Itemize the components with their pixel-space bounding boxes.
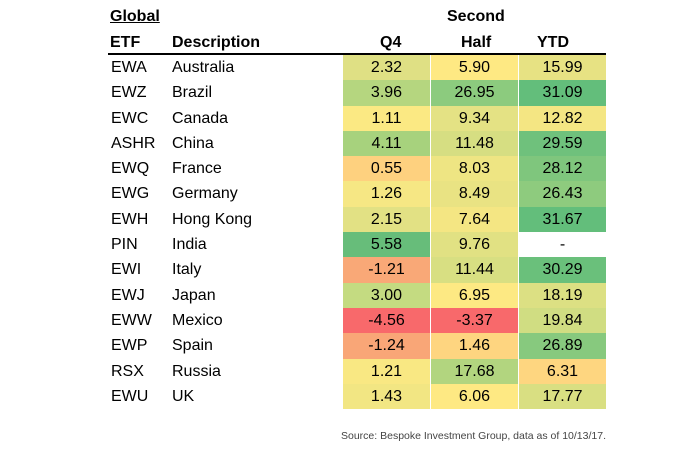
etf-description: Japan [172,286,216,304]
etf-description: UK [172,387,195,405]
ytd-return-cell: 18.19 [519,282,606,308]
ytd-return-cell: - [519,232,606,258]
table-row: EWW Mexico -4.56 -3.37 19.84 [108,307,606,334]
ytd-return-cell: 19.84 [519,307,606,334]
table-row: RSX Russia 1.21 17.68 6.31 [108,358,606,384]
second-half-return-cell: 9.34 [431,105,518,131]
etf-description: Spain [172,337,213,355]
source-note: Source: Bespoke Investment Group, data a… [341,430,606,442]
etf-ticker: EWW [111,311,152,329]
etf-description: France [172,160,222,178]
etf-description: Brazil [172,84,213,102]
header-second: Second [447,8,505,25]
etf-ticker: EWU [111,387,149,405]
ytd-return-cell: 29.59 [519,130,606,157]
etf-ticker: EWG [111,185,150,203]
q4-return-cell: 1.21 [343,358,430,384]
second-half-return-cell: 17.68 [431,358,518,384]
table-row: EWC Canada 1.11 9.34 12.82 [108,105,606,131]
q4-return-cell: 2.32 [343,55,430,81]
etf-description: Australia [172,59,235,76]
table-row: EWJ Japan 3.00 6.95 18.19 [108,282,606,308]
q4-return-cell: 3.00 [343,282,430,308]
ytd-return-cell: 17.77 [519,383,606,410]
etf-ticker: EWH [111,210,149,228]
etf-ticker: EWZ [111,84,147,102]
etf-description: Russia [172,362,221,380]
ytd-return-cell: 28.12 [519,156,606,182]
second-half-return-cell: -3.37 [431,307,518,334]
etf-ticker: ASHR [111,134,156,152]
q4-return-cell: 0.55 [343,156,430,182]
etf-ticker: RSX [111,362,144,380]
q4-return-cell: 1.43 [343,383,430,410]
q4-return-cell: -4.56 [343,307,430,334]
second-half-return-cell: 7.64 [431,206,518,233]
ytd-return-cell: 26.89 [519,333,606,359]
table-row: EWP Spain -1.24 1.46 26.89 [108,333,606,359]
ytd-return-cell: 31.67 [519,206,606,233]
second-half-return-cell: 5.90 [431,55,518,81]
table-row: EWU UK 1.43 6.06 17.77 [108,383,606,410]
second-half-return-cell: 11.48 [431,130,518,157]
header-etf: ETF [110,34,141,51]
second-half-return-cell: 8.49 [431,181,518,207]
second-half-return-cell: 1.46 [431,333,518,359]
ytd-return-cell: 30.29 [519,257,606,283]
q4-return-cell: -1.24 [343,333,430,359]
table-row: PIN India 5.58 9.76- [108,232,606,258]
q4-return-cell: 2.15 [343,206,430,233]
etf-ticker: EWI [111,261,142,279]
etf-ticker: EWQ [111,160,150,178]
etf-ticker: EWJ [111,286,145,304]
q4-return-cell: 1.26 [343,181,430,207]
header-q4: Q4 [380,34,402,51]
etf-table-body: EWA Australia 2.32 5.90 15.99 EWZ Brazil 3.96 26… [108,55,606,410]
header-description: Description [172,34,261,51]
etf-description: Hong Kong [172,210,253,228]
second-half-return-cell: 9.76 [431,232,518,258]
etf-description: Italy [172,261,202,279]
second-half-return-cell: 6.06 [431,383,518,410]
etf-description: Mexico [172,311,223,329]
table-row: EWQ France 0.55 8.03 28.12 [108,156,606,182]
second-half-return-cell: 6.95 [431,282,518,308]
etf-ticker: EWA [111,59,147,76]
etf-description: Germany [172,185,238,203]
table-row: EWA Australia 2.32 5.90 15.99 [108,55,606,81]
q4-return-cell: 5.58 [343,232,430,258]
table-row: ASHR China 4.11 11.48 29.59 [108,130,606,157]
table-row: EWH Hong Kong 2.15 7.64 31.67 [108,206,606,233]
etf-ticker: EWP [111,337,148,355]
header-ytd: YTD [537,34,569,51]
ytd-return-cell: 31.09 [519,80,606,106]
second-half-return-cell: 11.44 [431,257,518,283]
etf-ticker: PIN [111,236,138,254]
etf-description: China [172,134,214,152]
table-row: EWG Germany 1.26 8.49 26.43 [108,181,606,207]
ytd-return-cell: 12.82 [519,105,606,131]
etf-ticker: EWC [111,109,149,127]
header-rule [108,53,606,55]
q4-return-cell: 1.11 [343,105,430,131]
table-row: EWI Italy -1.21 11.44 30.29 [108,257,606,283]
second-half-return-cell: 26.95 [431,80,518,106]
ytd-return-cell: 15.99 [519,55,606,81]
header-half: Half [461,34,492,51]
header-global: Global [110,8,160,25]
ytd-return-cell: 6.31 [519,358,606,384]
q4-return-cell: 4.11 [343,130,430,157]
q4-return-cell: 3.96 [343,80,430,106]
etf-description: India [172,236,207,254]
table-row: EWZ Brazil 3.96 26.95 31.09 [108,80,606,106]
etf-description: Canada [172,109,229,127]
q4-return-cell: -1.21 [343,257,430,283]
ytd-return-cell: 26.43 [519,181,606,207]
second-half-return-cell: 8.03 [431,156,518,182]
